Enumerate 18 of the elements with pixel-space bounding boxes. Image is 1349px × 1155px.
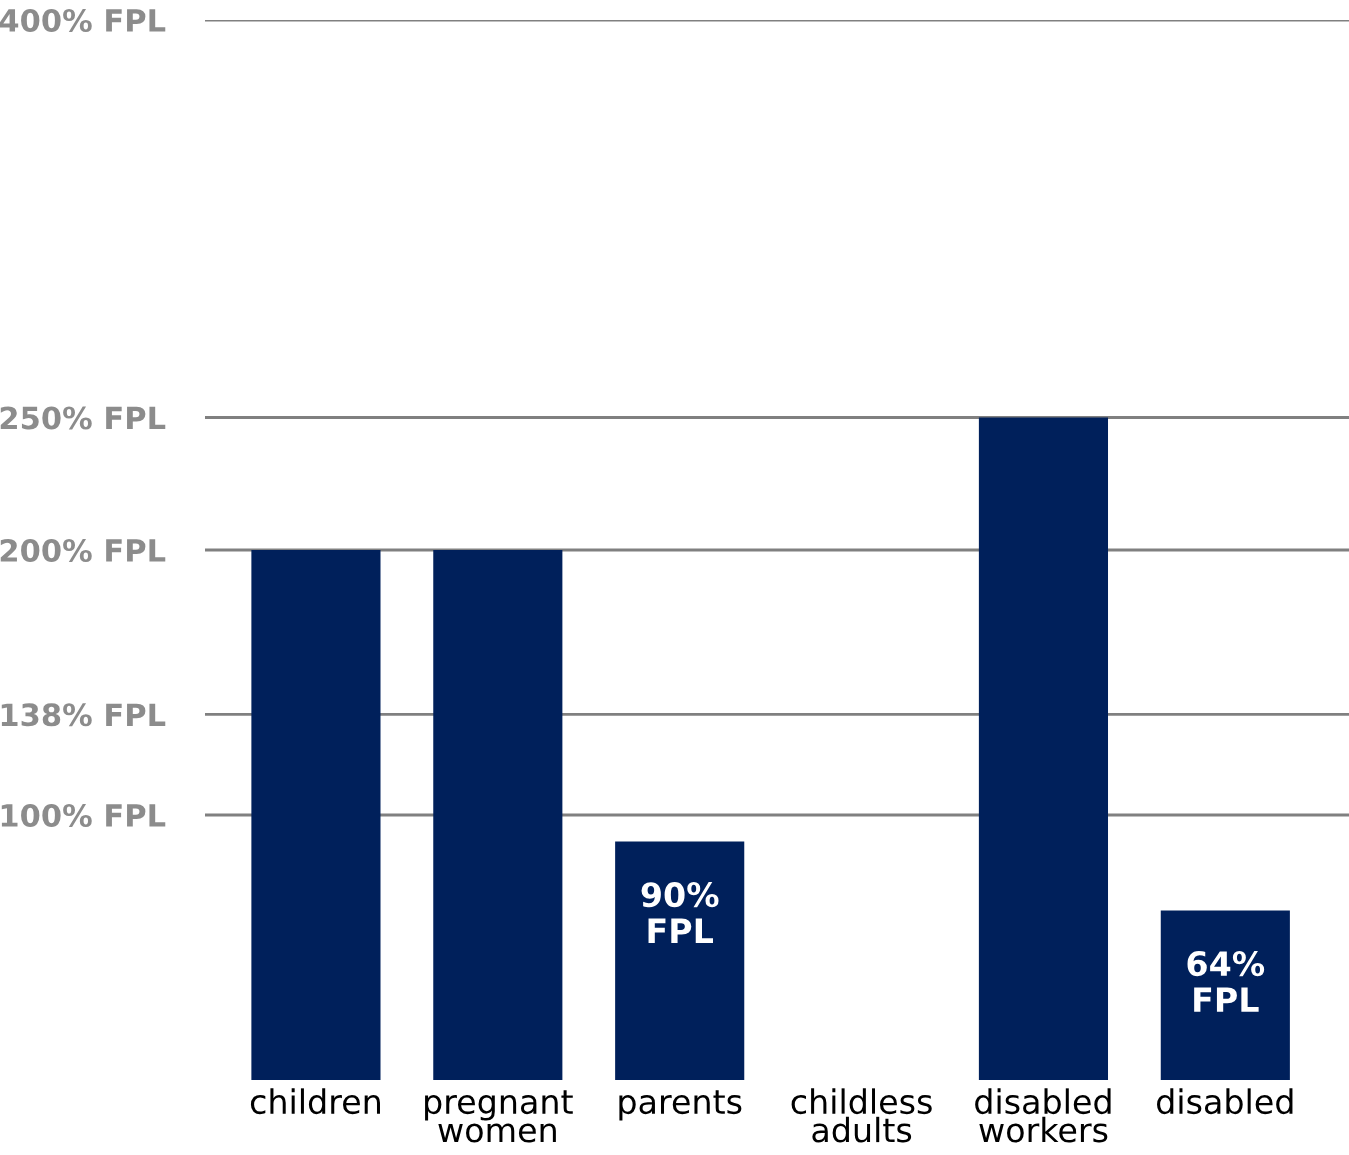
x-tick-label: parents (619, 1090, 742, 1121)
y-tick-label: 400% FPL (0, 8, 166, 33)
y-tick-label: 138% FPL (1, 703, 166, 727)
x-tick-label: disabled (1157, 1088, 1293, 1115)
x-tick-label: pregnant women (425, 1090, 573, 1143)
x-tick-label: disabled workers (975, 1088, 1111, 1143)
y-tick-label: 100% FPL (1, 803, 166, 828)
bar (1160, 910, 1290, 1080)
y-tick-label: 250% FPL (0, 406, 166, 430)
bar (615, 841, 745, 1080)
y-tick-label: 200% FPL (0, 538, 166, 563)
data-label: 90% FPL (641, 882, 719, 943)
data-label: 64% FPL (1187, 951, 1265, 1012)
bar (251, 550, 381, 1080)
bar (433, 550, 563, 1080)
bar (978, 417, 1109, 1080)
x-tick-label: children (250, 1088, 380, 1115)
x-tick-label: childless adults (791, 1088, 932, 1143)
